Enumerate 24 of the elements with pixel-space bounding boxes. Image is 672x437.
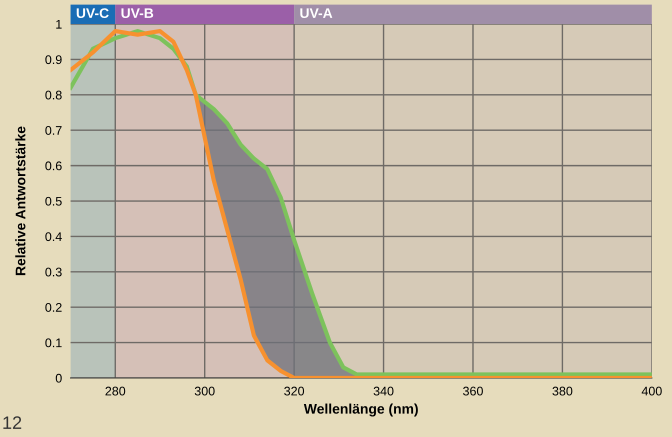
y-tick-label: 0.2: [45, 303, 62, 312]
y-tick-label: 0.9: [45, 55, 62, 64]
y-tick-label: 0.1: [45, 338, 62, 348]
x-tick-label: 340: [374, 386, 394, 396]
y-tick-label: 0: [56, 374, 62, 383]
x-tick-label: 320: [284, 386, 304, 396]
band-label: UV-C: [76, 8, 109, 18]
y-tick-label: 0.4: [45, 232, 62, 242]
band-label: UV-A: [300, 8, 332, 18]
x-axis-title: Wellenlänge (nm): [304, 404, 418, 417]
y-tick-label: 0.3: [45, 268, 62, 276]
y-tick-label: 0.8: [45, 90, 62, 100]
y-tick-label: 0.6: [45, 161, 62, 170]
x-tick-label: 360: [463, 386, 483, 396]
y-tick-label: 1: [56, 20, 62, 29]
y-tick-label: 0.7: [45, 126, 62, 135]
x-tick-label: 380: [552, 386, 572, 396]
y-axis-title: Relative Antwortstärke: [15, 126, 26, 276]
band-label: UV-B: [121, 8, 154, 18]
x-tick-label: 300: [194, 386, 215, 396]
x-tick-label: 400: [642, 386, 662, 396]
text: 12: [3, 416, 22, 429]
x-tick-label: 280: [105, 386, 126, 396]
y-tick-label: 0.5: [45, 196, 62, 206]
